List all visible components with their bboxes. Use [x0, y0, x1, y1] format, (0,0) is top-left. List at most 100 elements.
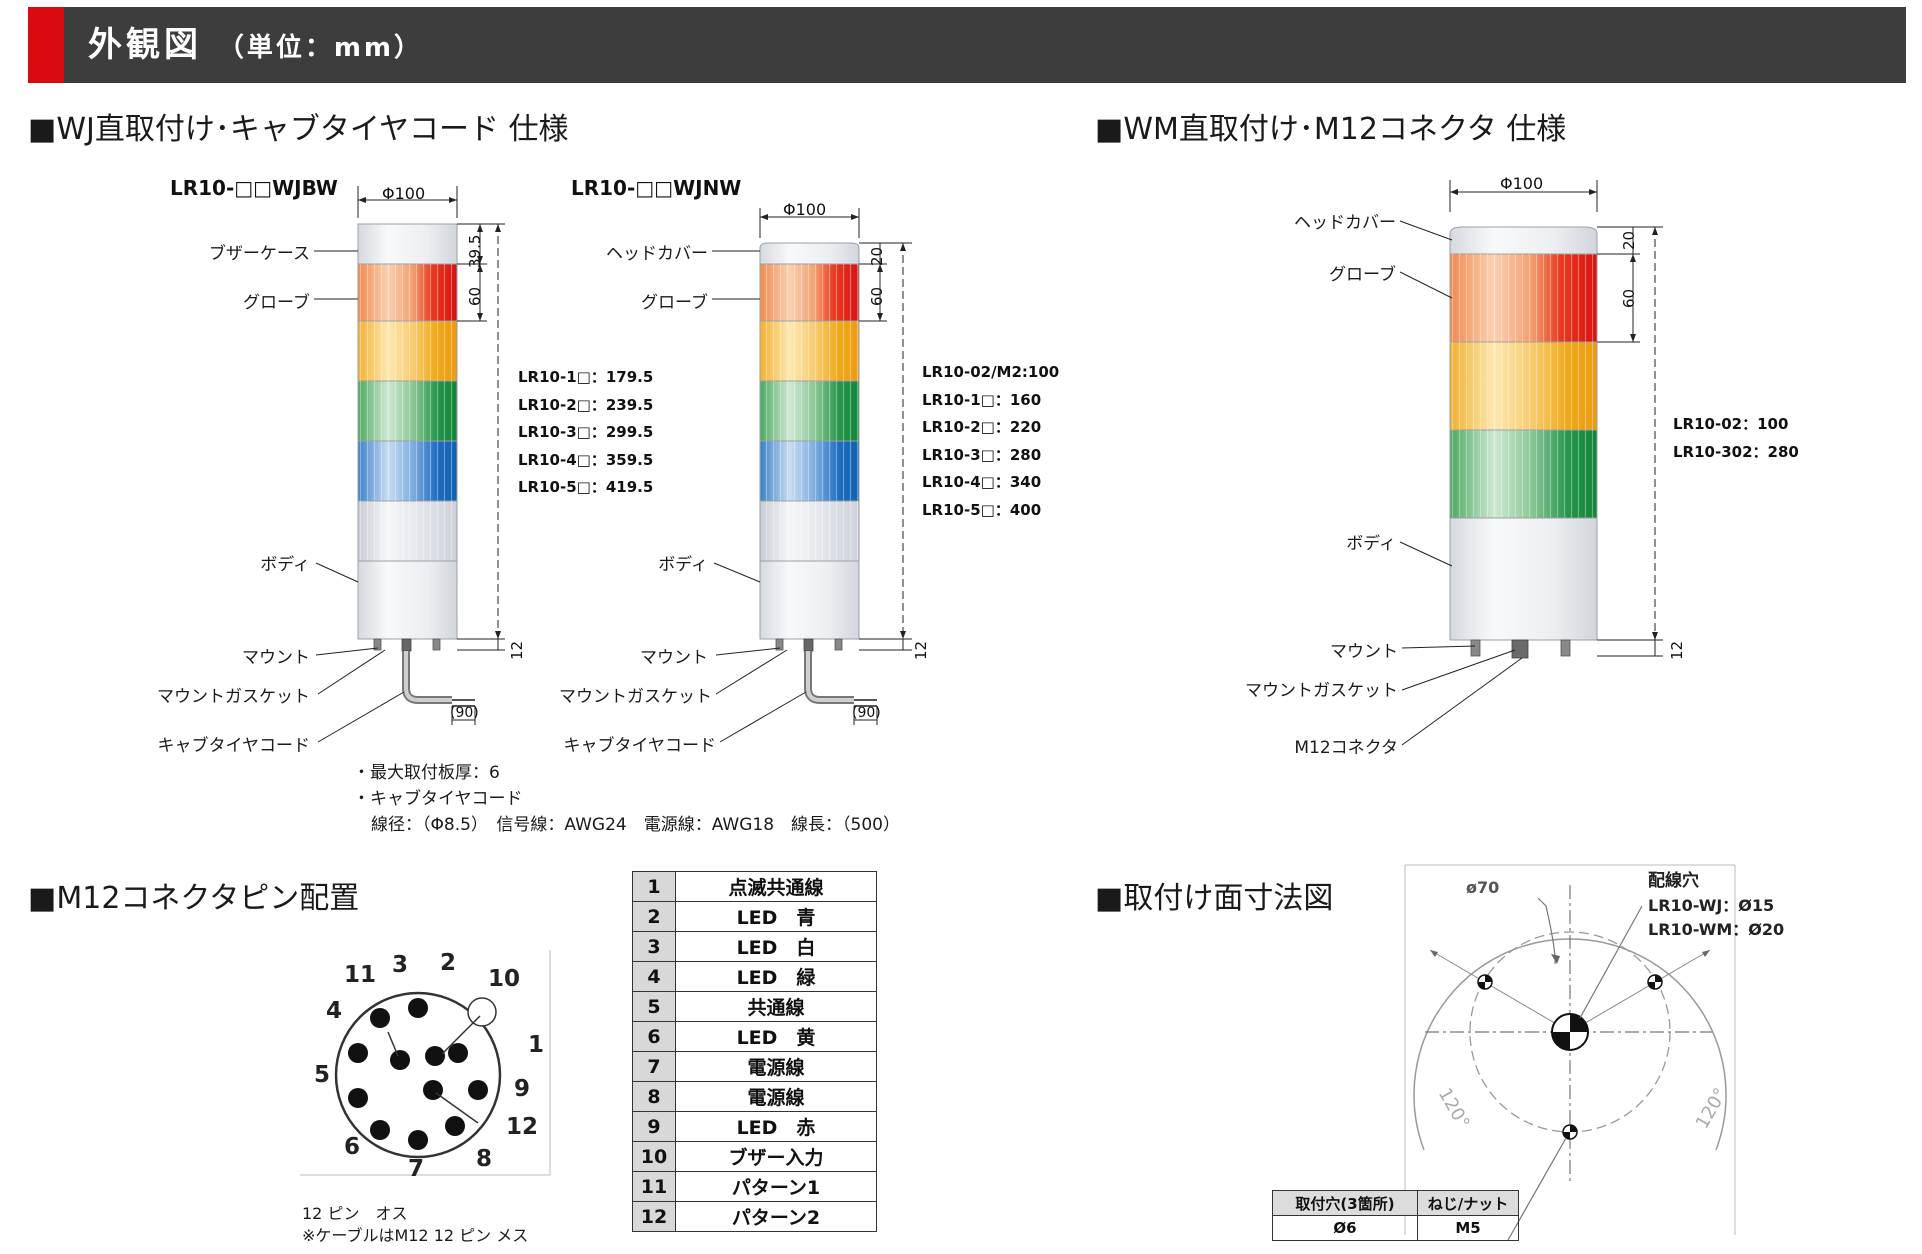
page-title-text: 外観図: [88, 25, 202, 65]
pin-label-1: 1: [528, 1032, 545, 1058]
mount-table-h2: ねじ/ナット: [1417, 1190, 1519, 1216]
pin-label-6: 6: [344, 1134, 361, 1160]
pin-table-row: 8 電源線: [632, 1081, 877, 1112]
height-wm-1: LR10-302：280: [1673, 442, 1799, 461]
label-globe-wjnw: グローブ: [641, 293, 708, 313]
mount-hole-table: 取付穴(3箇所) ねじ/ナット Ø6 M5: [1272, 1190, 1519, 1241]
pin-label-4: 4: [326, 998, 343, 1024]
pin-caption-cable: ※ケーブルはM12 12 ピン メス: [302, 1226, 529, 1245]
height-wjbw-2: LR10-2□：239.5: [518, 395, 654, 414]
label-globe-wm: グローブ: [1329, 265, 1396, 285]
label-head-cover-wjnw: ヘッドカバー: [606, 244, 708, 264]
pin-function-cell: 共通線: [675, 991, 877, 1022]
label-body-wjbw: ボディ: [260, 555, 310, 575]
mount-table-row: Ø6 M5: [1272, 1215, 1519, 1241]
height-wjbw-3: LR10-3□：299.5: [518, 423, 654, 441]
pin-number-cell: 4: [632, 961, 676, 992]
pin-label-2: 2: [440, 950, 457, 976]
pin-function-cell: 電源線: [675, 1081, 877, 1112]
hole-wj: LR10-WJ：Ø15: [1648, 896, 1775, 915]
pin-table-row: 4 LED 緑: [632, 961, 877, 992]
pin-table-row: 11 パターン1: [632, 1171, 877, 1202]
section-title-wm: ■WM直取付け･M12コネクタ 仕様: [1095, 112, 1567, 147]
dim-cable-wjbw: (90): [450, 705, 479, 721]
pin-number-cell: 7: [632, 1051, 676, 1082]
pin-label-12: 12: [506, 1114, 539, 1140]
mount-table-h1: 取付穴(3箇所): [1272, 1190, 1418, 1216]
pin-label-10: 10: [488, 966, 521, 992]
mount-table-v2: M5: [1417, 1215, 1519, 1241]
dia-label-wm: Φ100: [1500, 174, 1544, 193]
label-gasket-wjbw: マウントガスケット: [157, 687, 310, 707]
note-cord-spec: 線径：（Φ8.5） 信号線：AWG24 電源線：AWG18 線長：（500）: [371, 815, 900, 835]
heights-wjbw: LR10-1□：179.5 LR10-2□：239.5 LR10-3□：299.…: [518, 364, 653, 502]
pin-function-cell: LED 白: [675, 931, 877, 962]
pin-table-body: 1 点滅共通線 2 LED 青 3 LED 白 4 LED 緑 5 共通線 6 LED 黄 7 電源線 8 電…: [632, 871, 877, 1232]
pin-number-cell: 5: [632, 991, 676, 1022]
label-cord-wjbw: キャブタイヤコード: [157, 736, 311, 756]
pin-table-row: 12 パターン2: [632, 1201, 877, 1232]
pin-label-9: 9: [514, 1076, 531, 1102]
dia-label-wjnw: Φ100: [783, 200, 827, 219]
pin-caption-male: 12 ピン オス: [302, 1204, 408, 1223]
pin-label-5: 5: [314, 1062, 331, 1088]
header-bar: [28, 7, 1906, 83]
label-globe-wjbw: グローブ: [243, 293, 310, 313]
pin-number-cell: 1: [632, 871, 676, 902]
mount-table-v1: Ø6: [1272, 1215, 1418, 1241]
hole-wm: LR10-WM：Ø20: [1648, 920, 1785, 939]
dim-cable-wjnw: (90): [852, 705, 881, 721]
height-wjnw-0: LR10-02/M2:100: [922, 363, 1060, 381]
pin-table-row: 3 LED 白: [632, 931, 877, 962]
section-title-wj: ■WJ直取付け･キャブタイヤコード 仕様: [28, 112, 569, 147]
pin-function-cell: LED 赤: [675, 1111, 877, 1142]
section-title-mount: ■取付け面寸法図: [1095, 881, 1334, 916]
dim-globe-wm: 60: [1620, 288, 1638, 308]
pin-table-row: 10 ブザー入力: [632, 1141, 877, 1172]
label-connector-wm: M12コネクタ: [1294, 738, 1398, 758]
height-wjbw-4: LR10-4□：359.5: [518, 450, 654, 469]
note-max-plate: ・最大取付板厚：6: [353, 763, 500, 783]
note-cord: ・キャブタイヤコード: [353, 789, 523, 809]
height-wjnw-1: LR10-1□：160: [922, 390, 1042, 409]
pin-number-cell: 6: [632, 1021, 676, 1052]
label-body-wjnw: ボディ: [658, 555, 708, 575]
height-wjnw-3: LR10-3□：280: [922, 445, 1042, 464]
section-title-pins: ■M12コネクタピン配置: [28, 881, 360, 916]
pin-number-cell: 2: [632, 901, 676, 932]
pin-function-cell: ブザー入力: [675, 1141, 877, 1172]
mount-dia-label: ø70: [1466, 878, 1500, 897]
m12-pin-diagram: [300, 950, 551, 1176]
label-buzzer-case: ブザーケース: [208, 244, 310, 264]
heights-wm: LR10-02：100 LR10-302：280: [1673, 411, 1799, 466]
pin-label-3: 3: [392, 952, 409, 978]
pin-number-cell: 9: [632, 1111, 676, 1142]
dim-base-wm: 12: [1668, 640, 1686, 660]
height-wm-0: LR10-02：100: [1673, 415, 1789, 433]
height-wjbw-5: LR10-5□：419.5: [518, 478, 654, 496]
pin-label-7: 7: [408, 1156, 425, 1182]
label-cord-wjnw: キャブタイヤコード: [563, 736, 717, 756]
label-gasket-wm: マウントガスケット: [1245, 681, 1398, 701]
model-wjnw: LR10-□□WJNW: [571, 176, 742, 200]
pin-function-cell: 点滅共通線: [675, 871, 877, 902]
pin-table-row: 9 LED 赤: [632, 1111, 877, 1142]
pin-number-cell: 8: [632, 1081, 676, 1112]
label-gasket-wjnw: マウントガスケット: [559, 687, 712, 707]
page-title: 外観図 （単位：mm）: [88, 7, 423, 83]
label-mount-wm: マウント: [1330, 642, 1398, 662]
pin-number-cell: 3: [632, 931, 676, 962]
page-title-unit: （単位：mm）: [217, 33, 424, 63]
pin-function-cell: LED 青: [675, 901, 877, 932]
height-wjnw-5: LR10-5□：400: [922, 500, 1042, 519]
dim-top-wm: 20: [1620, 230, 1638, 250]
pin-function-cell: パターン2: [675, 1201, 877, 1232]
pin-label-11: 11: [344, 962, 377, 988]
label-body-wm: ボディ: [1346, 534, 1396, 554]
pin-label-8: 8: [476, 1146, 493, 1172]
pin-function-cell: LED 緑: [675, 961, 877, 992]
hole-title: 配線穴: [1648, 871, 1699, 891]
